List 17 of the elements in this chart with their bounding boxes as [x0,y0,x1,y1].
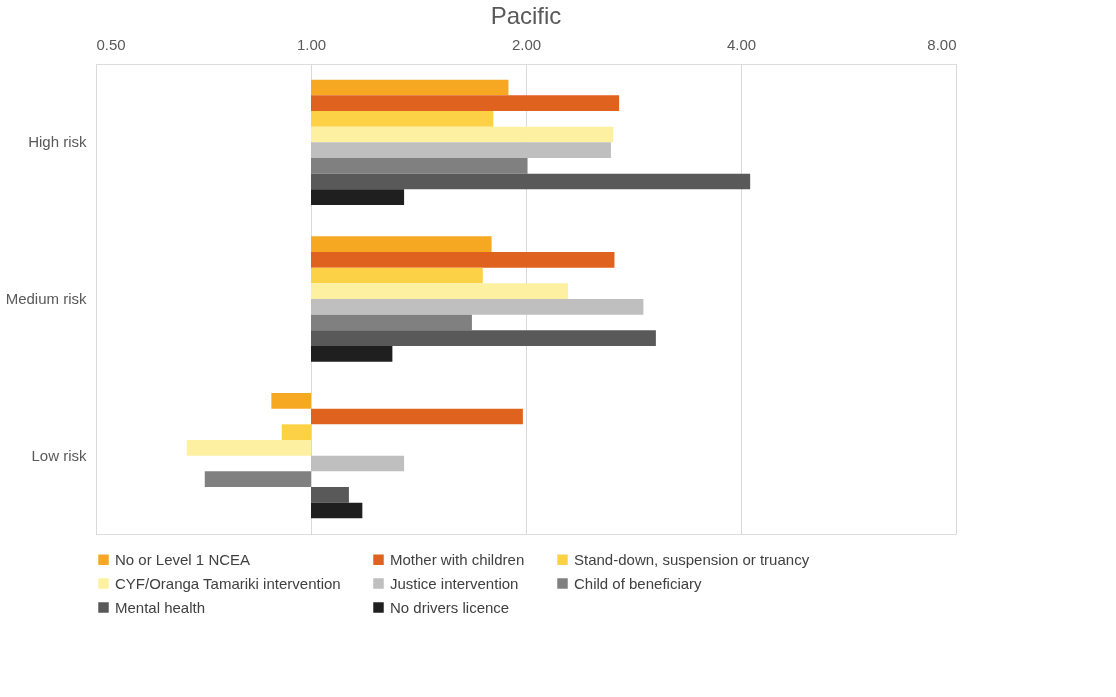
y-tick-label: Medium risk [5,290,87,307]
y-tick-label: Low risk [31,446,87,464]
legend-label: CYF/Oranga Tamariki intervention [115,574,341,592]
legend-label: No or Level 1 NCEA [115,550,251,568]
legend-label: Mother with children [390,550,525,568]
legend-label: Justice intervention [390,574,519,592]
x-tick-label: 0.50 [96,35,126,53]
legend-label: Mental health [115,598,206,616]
legend-label: Child of beneficiary [574,574,703,592]
x-tick-label: 8.00 [927,35,957,53]
legend-label: No drivers licence [390,598,510,616]
x-tick-label: 4.00 [726,35,757,53]
x-tick-label: 1.00 [296,35,327,53]
y-tick-label: High risk [28,133,87,151]
legend-label: Stand-down, suspension or truancy [574,550,810,568]
x-tick-label: 2.00 [511,35,542,53]
chart-title: Pacific [490,2,562,29]
